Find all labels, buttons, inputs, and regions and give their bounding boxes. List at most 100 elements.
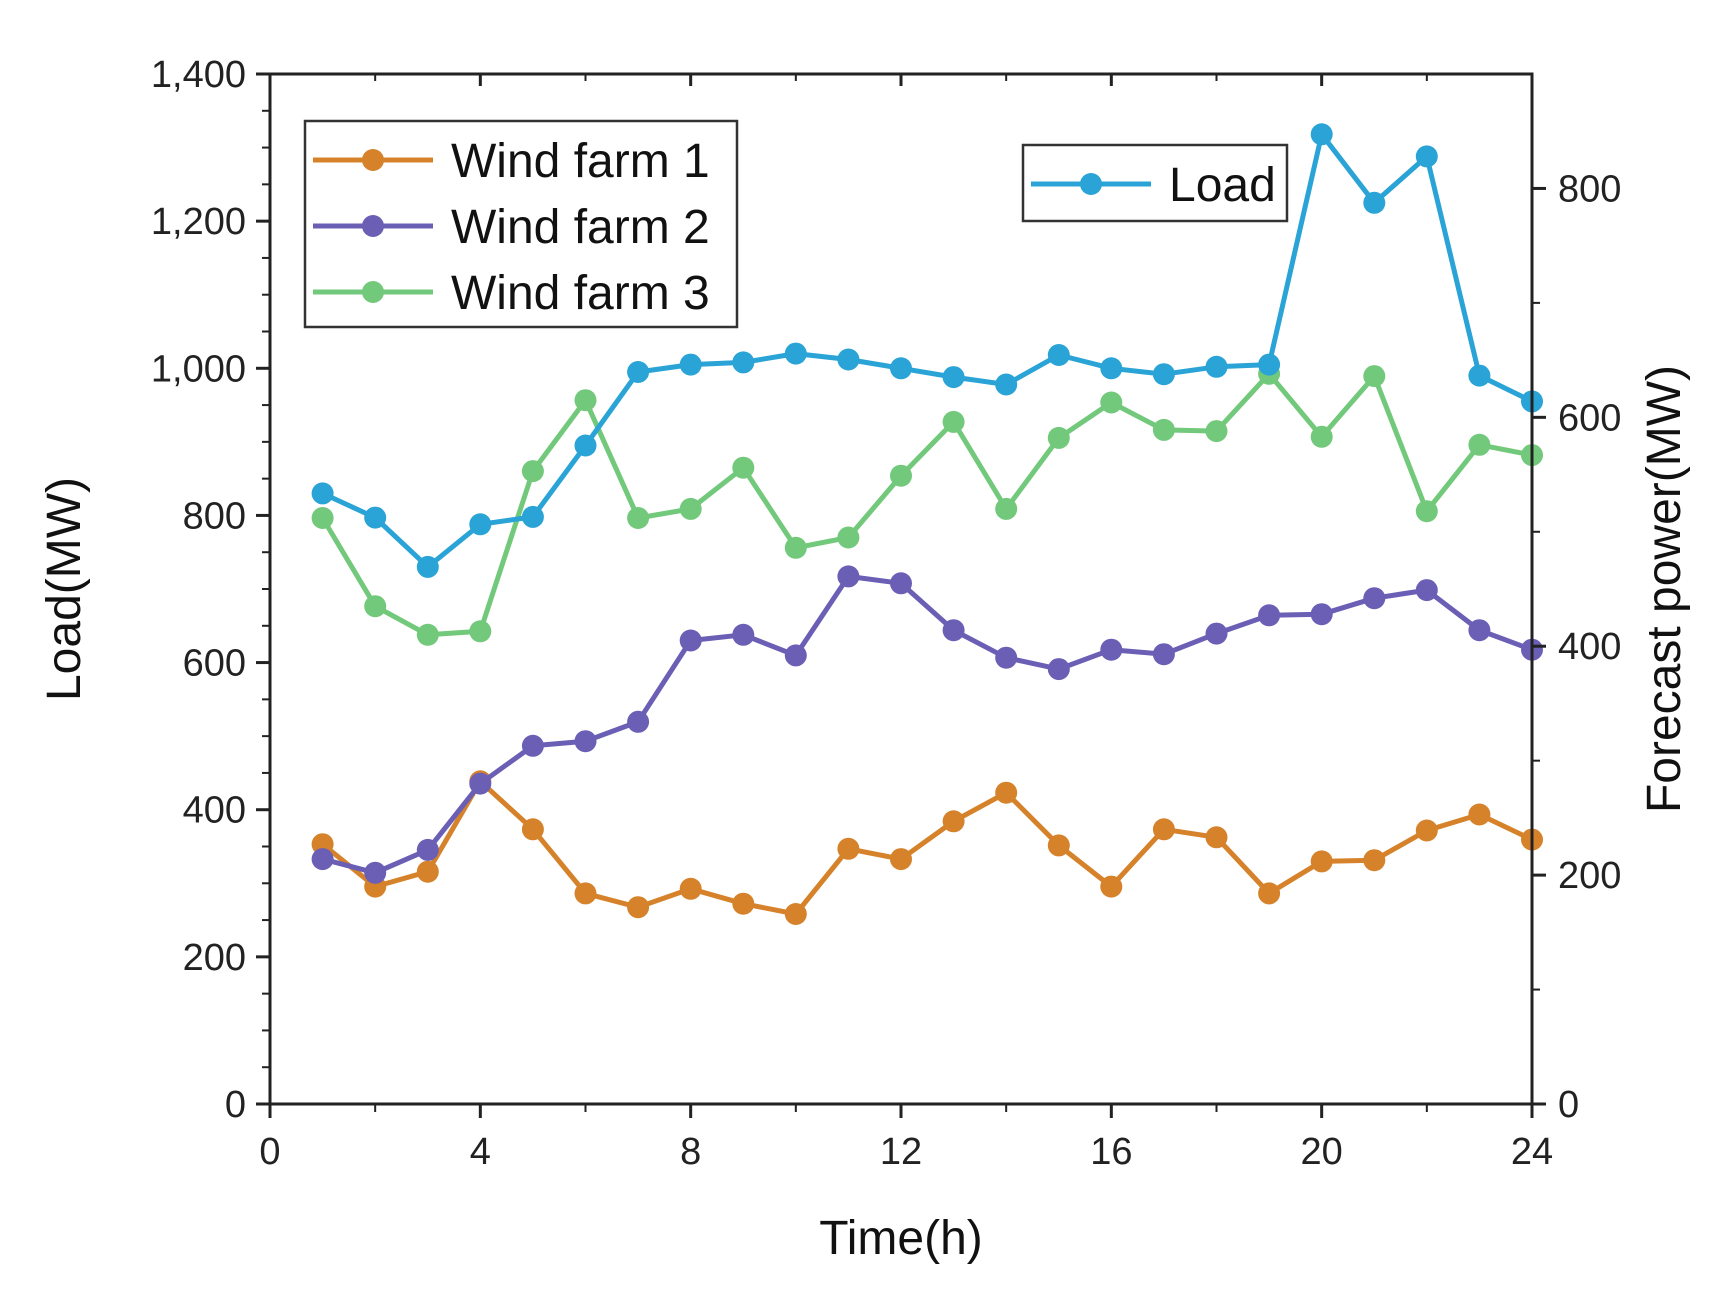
x-tick-label: 8 [680, 1131, 701, 1173]
data-point [1205, 420, 1228, 443]
data-point [469, 620, 492, 643]
data-point [1152, 363, 1175, 386]
y-right-axis-title: Forecast power(MW) [1638, 365, 1691, 813]
data-point [1363, 191, 1386, 214]
data-point [311, 482, 334, 505]
legend-marker [362, 281, 384, 303]
data-point [469, 772, 492, 795]
data-point [574, 434, 597, 457]
data-point [627, 710, 650, 733]
legend-label: Wind farm 2 [451, 201, 710, 254]
data-point [1100, 638, 1123, 661]
data-point [574, 730, 597, 753]
legend-label: Wind farm 3 [451, 267, 710, 320]
legend-layer: Wind farm 1 Wind farm 2 Wind farm 3 Load [303, 119, 1289, 329]
data-point [627, 896, 650, 919]
data-point [1258, 882, 1281, 905]
series-line-wind-farm-2 [320, 573, 1535, 876]
y-right-tick-label: 800 [1558, 168, 1621, 210]
x-tick-label: 16 [1090, 1131, 1132, 1173]
y-left-tick-label: 200 [183, 937, 246, 979]
data-point [364, 595, 387, 618]
data-point [890, 464, 912, 487]
data-point [1152, 643, 1175, 666]
data-point [784, 536, 807, 559]
data-point [1468, 433, 1491, 456]
legend-label: Load [1169, 159, 1276, 212]
y-right-tick-label: 0 [1558, 1084, 1579, 1126]
data-point [521, 818, 544, 841]
x-tick-label: 12 [880, 1131, 922, 1173]
data-point [995, 781, 1018, 804]
y-left-tick-label: 1,400 [151, 54, 246, 96]
legend-marker [362, 215, 384, 237]
series-load [311, 123, 1543, 578]
data-point [784, 644, 807, 667]
series-wind-farm-2 [311, 565, 1543, 884]
legend-top-left: Wind farm 1 Wind farm 2 Wind farm 3 [303, 119, 739, 329]
x-tick-label: 24 [1511, 1131, 1553, 1173]
x-tick-label: 0 [259, 1131, 280, 1173]
data-point [521, 460, 544, 483]
series-wind-farm-3 [311, 362, 1543, 646]
data-point [574, 882, 597, 905]
data-point [1310, 123, 1333, 146]
data-point [890, 572, 912, 595]
series-wind-farm-1 [311, 770, 1543, 925]
y-right-tick-label: 600 [1558, 397, 1621, 439]
y-left-tick-label: 600 [183, 643, 246, 685]
data-point [1205, 622, 1228, 645]
data-point [1047, 344, 1070, 366]
y-left-tick-label: 400 [183, 790, 246, 832]
data-point [1415, 819, 1438, 842]
x-axis-title: Time(h) [819, 1212, 983, 1265]
series-line-wind-farm-1 [320, 778, 1535, 917]
data-point [1363, 849, 1386, 872]
legend-top-right: Load [1021, 143, 1289, 223]
data-point [1205, 826, 1228, 849]
data-point [679, 629, 702, 652]
data-point [784, 342, 807, 365]
data-point [679, 497, 702, 520]
data-point [1363, 587, 1386, 610]
y-left-tick-label: 0 [225, 1084, 246, 1126]
data-point [364, 861, 387, 884]
data-point [1047, 426, 1070, 449]
legend-entry-wind-farm-1: Wind farm 1 [313, 135, 710, 188]
data-point [837, 348, 860, 371]
data-point [1152, 418, 1175, 441]
data-point [1047, 658, 1070, 681]
data-point [1415, 500, 1438, 523]
y-left-tick-label: 800 [183, 495, 246, 537]
data-point [627, 361, 650, 383]
data-point [416, 623, 439, 646]
series-line-wind-farm-3 [320, 371, 1535, 638]
legend-marker [362, 149, 384, 171]
x-tick-label: 20 [1301, 1131, 1343, 1173]
data-point [416, 838, 439, 861]
y-right-tick-label: 400 [1558, 626, 1621, 668]
data-point [1100, 391, 1123, 414]
data-point [1100, 875, 1123, 898]
data-point [1415, 145, 1438, 168]
data-point [469, 513, 492, 536]
data-point [837, 565, 860, 588]
data-point [1310, 603, 1333, 626]
data-point [942, 619, 965, 642]
data-point [890, 357, 912, 380]
data-point [364, 506, 387, 529]
data-point [1363, 365, 1386, 388]
data-point [837, 526, 860, 549]
data-point [627, 507, 650, 529]
data-point [732, 892, 755, 915]
data-point [1258, 604, 1281, 627]
data-point [1205, 355, 1228, 378]
y-left-tick-label: 1,200 [151, 201, 246, 243]
data-point [942, 366, 965, 389]
data-point [732, 456, 755, 479]
legend-label: Wind farm 1 [451, 135, 710, 188]
data-point [732, 351, 755, 374]
data-point [1468, 803, 1491, 826]
series-layer [311, 123, 1543, 925]
